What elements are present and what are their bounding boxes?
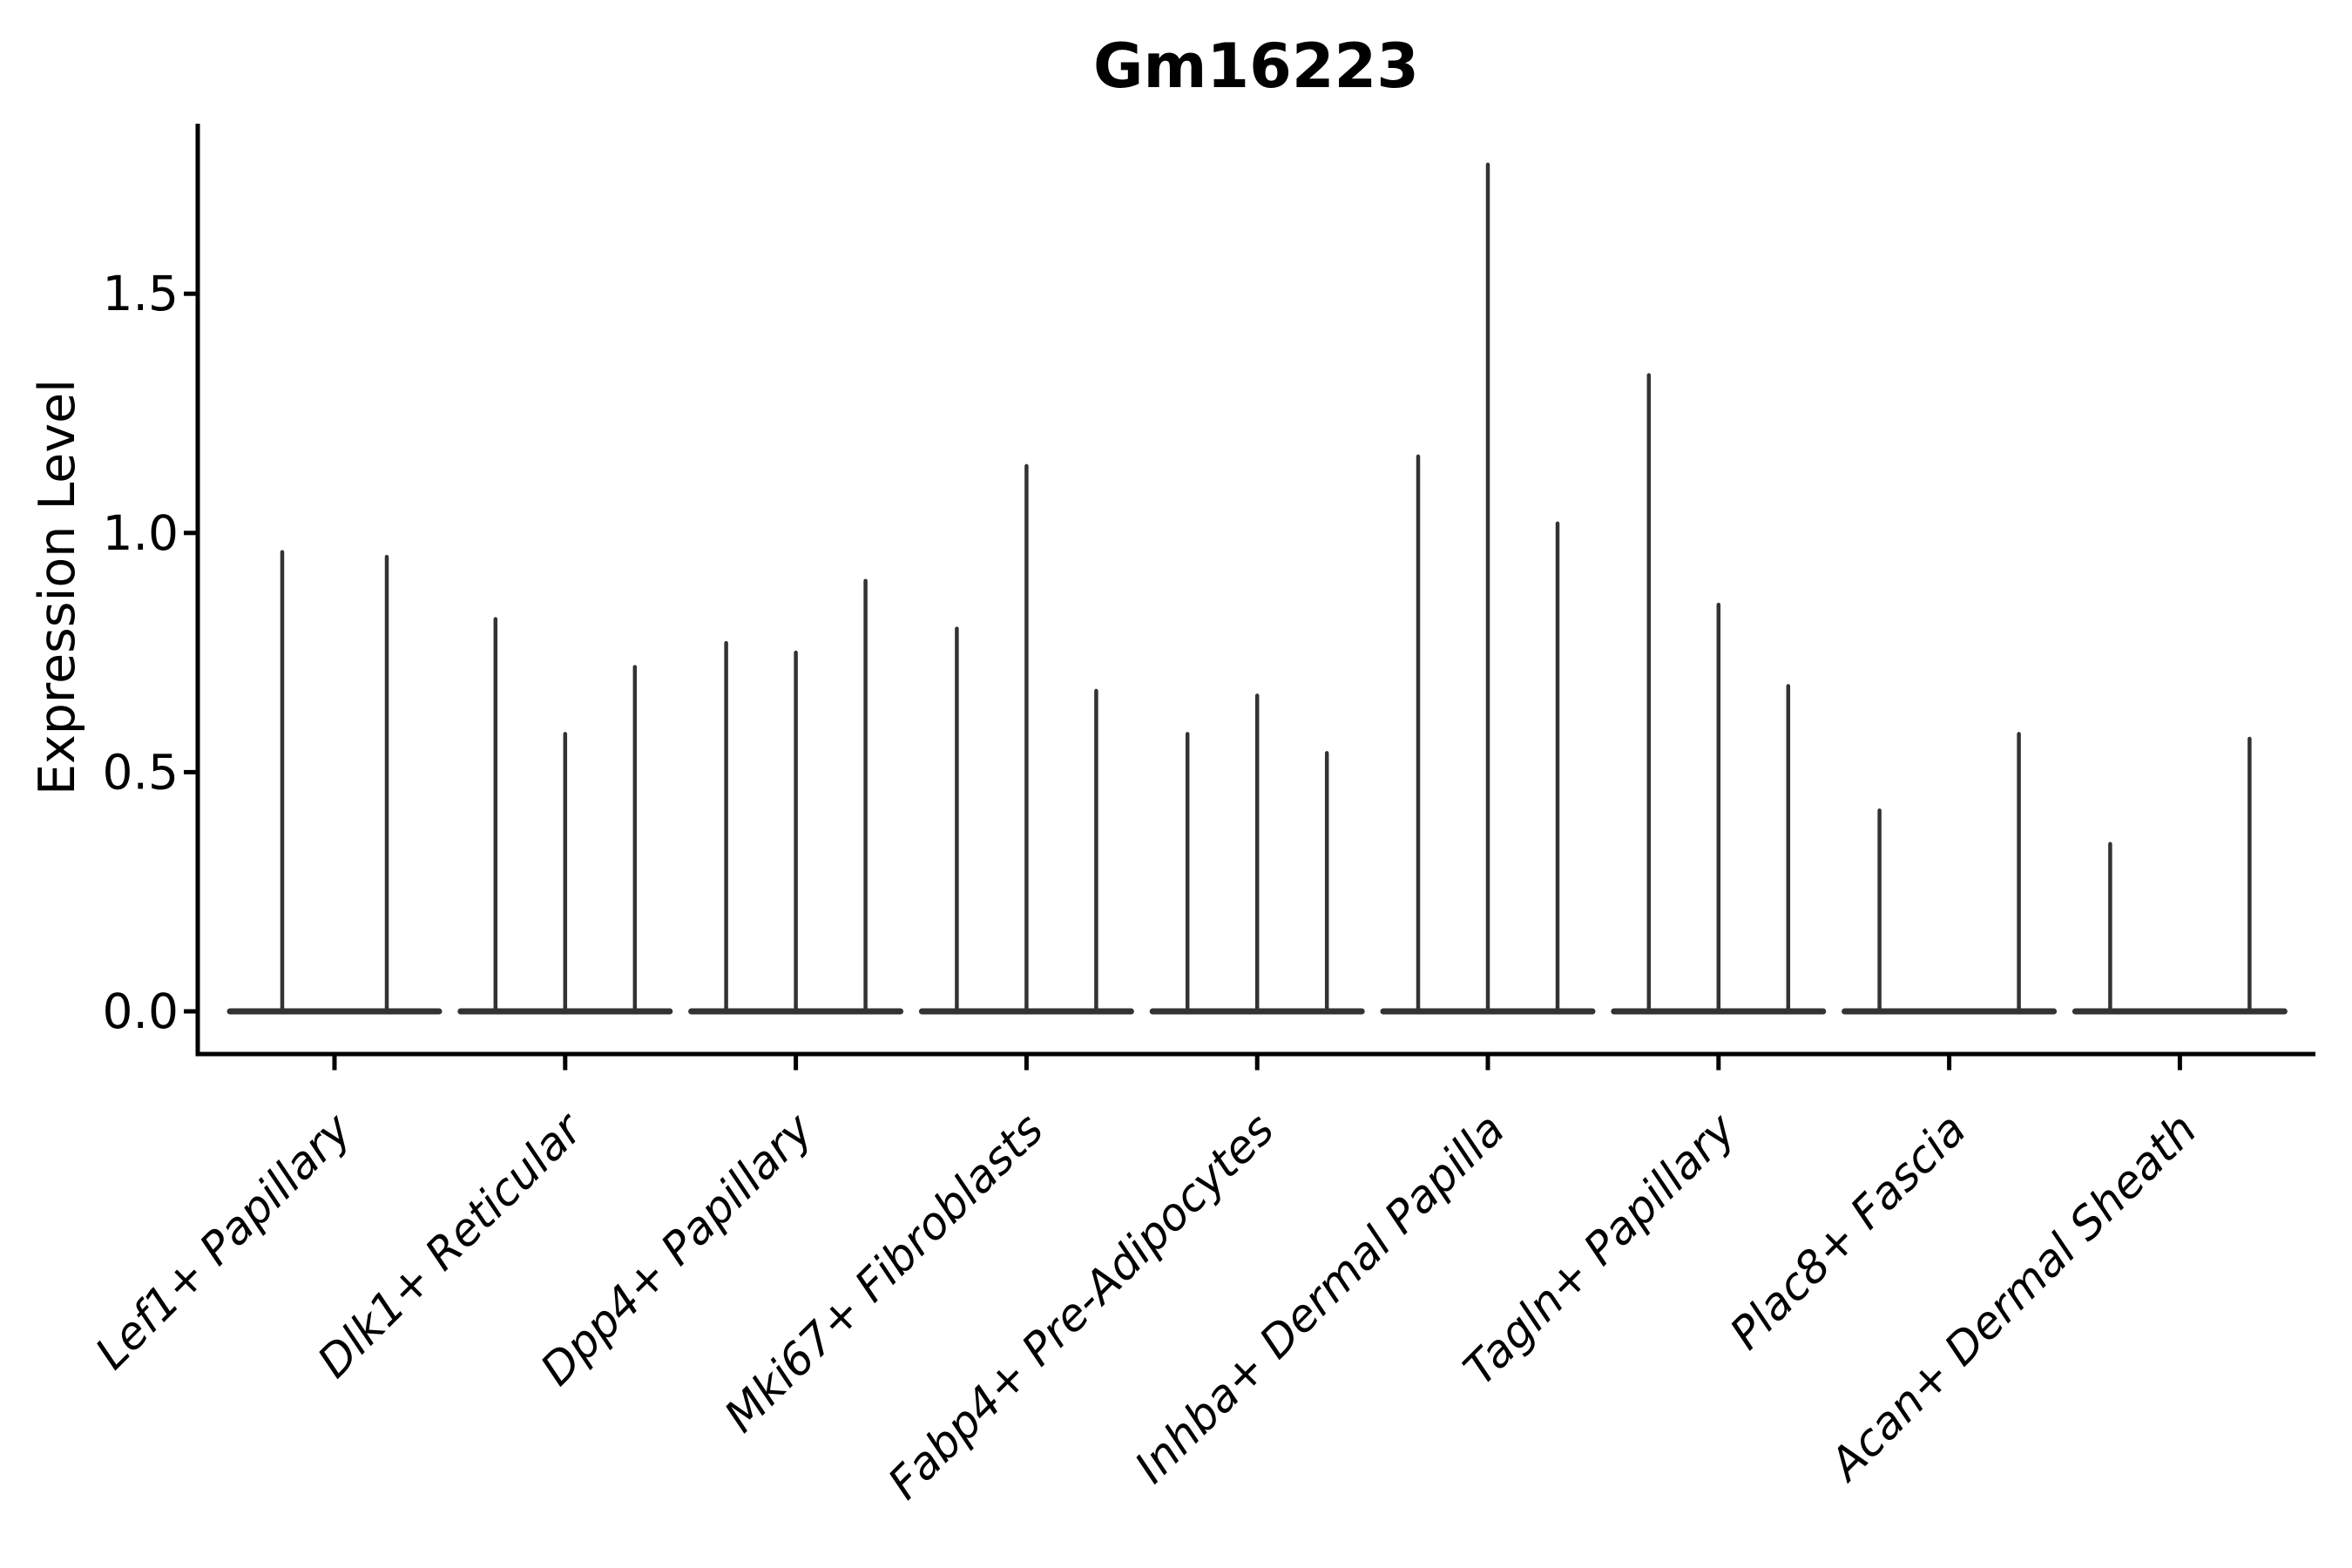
violin-group bbox=[1842, 732, 2058, 1015]
violin-group bbox=[226, 550, 443, 1015]
violin-group bbox=[1380, 162, 1596, 1015]
violin-group bbox=[688, 578, 904, 1015]
violins bbox=[226, 162, 2288, 1015]
violin-group bbox=[1611, 373, 1827, 1015]
y-tick-label: 1.5 bbox=[103, 266, 179, 321]
violin-group bbox=[918, 463, 1134, 1015]
axes bbox=[195, 124, 2315, 1057]
violin-group bbox=[2072, 736, 2288, 1015]
y-tick-label: 0.0 bbox=[103, 983, 179, 1039]
y-axis-label: Expression Level bbox=[29, 379, 86, 795]
violin-group bbox=[1149, 693, 1365, 1015]
x-tick-label: Fabp4+ Pre-Adipocytes bbox=[879, 1104, 1285, 1510]
violin-group bbox=[457, 617, 673, 1015]
chart-title: Gm16223 bbox=[1093, 30, 1419, 102]
x-tick-label: Acan+ Dermal Sheath bbox=[1819, 1104, 2207, 1491]
x-tick-label: Inhba+ Dermal Papilla bbox=[1125, 1104, 1515, 1493]
y-tick-label: 1.0 bbox=[103, 505, 179, 561]
y-axis-ticks: 0.0 0.5 1.0 1.5 bbox=[103, 266, 198, 1039]
x-tick-label: Plac8+ Fascia bbox=[1720, 1104, 1977, 1360]
y-tick-label: 0.5 bbox=[103, 744, 179, 800]
